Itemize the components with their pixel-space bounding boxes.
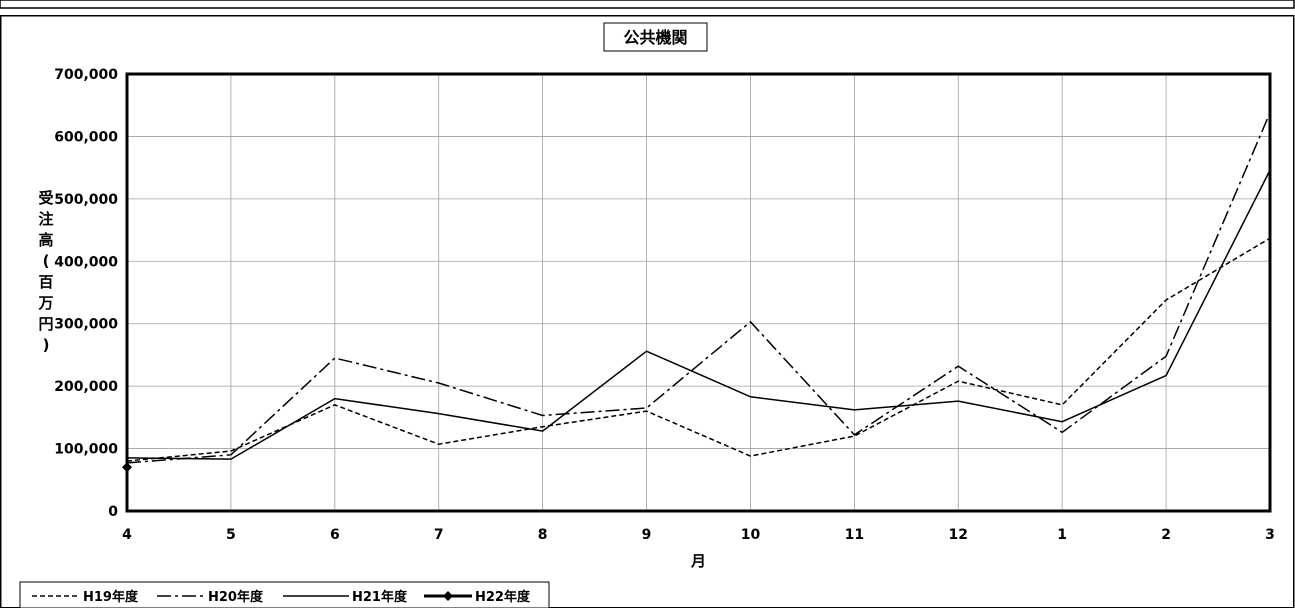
- series-line: [126, 169, 1271, 460]
- top-panel-edge: [0, 0, 1295, 9]
- y-axis-title-char: 高: [38, 231, 53, 249]
- y-axis-title-char: 百: [38, 273, 53, 291]
- y-tick-label: 400,000: [54, 254, 118, 270]
- x-tick-label: 2: [1161, 527, 1171, 543]
- y-tick-label: 200,000: [54, 379, 118, 395]
- chart-title-box: [603, 22, 708, 52]
- series-lines: [122, 112, 1271, 473]
- x-tick-label: 5: [226, 527, 236, 543]
- y-tick-label: 500,000: [54, 192, 118, 208]
- y-axis-title-char: ): [43, 336, 50, 354]
- legend: H19年度 H20年度 H21年度 H22年度: [32, 589, 531, 605]
- x-tick-label: 6: [330, 527, 340, 543]
- legend-marker: [443, 591, 453, 601]
- x-tick-label: 9: [642, 527, 652, 543]
- y-axis-title-char: 注: [38, 210, 53, 228]
- x-tick-label: 12: [949, 527, 968, 543]
- y-axis-title-char: 円: [38, 315, 53, 333]
- x-tick-label: 3: [1265, 527, 1275, 543]
- x-tick-label: 1: [1057, 527, 1067, 543]
- y-axis-title-char: 受: [38, 189, 53, 207]
- y-axis-title-char: 万: [37, 294, 53, 312]
- chart-area-border: [0, 15, 1295, 608]
- series-line: [126, 237, 1271, 462]
- x-axis-title: 月: [690, 552, 706, 570]
- legend-label: H21年度: [352, 589, 408, 605]
- legend-label: H22年度: [475, 589, 531, 605]
- y-axis-title-char: (: [43, 252, 50, 270]
- legend-label: H19年度: [83, 589, 139, 605]
- legend-label: H20年度: [208, 589, 264, 605]
- y-tick-label: 0: [108, 504, 118, 520]
- x-tick-labels: 4 5 6 7 8 9 10 11 12 1 2 3: [122, 527, 1275, 543]
- y-tick-label: 600,000: [54, 129, 118, 145]
- x-tick-label: 10: [741, 527, 761, 543]
- x-tick-label: 4: [122, 527, 132, 543]
- x-tick-label: 8: [538, 527, 548, 543]
- plot-area-border: [125, 72, 1272, 513]
- x-tick-label: 7: [434, 527, 444, 543]
- y-tick-label: 300,000: [54, 317, 118, 333]
- gridlines: [127, 74, 1270, 511]
- y-axis-title: 受注高 ( 百万円): [37, 189, 53, 354]
- y-tick-label: 700,000: [54, 67, 118, 83]
- series-line: [126, 112, 1271, 464]
- y-tick-label: 100,000: [54, 442, 118, 458]
- y-tick-labels: 0 100,000 200,000 300,000 400,000 500,000 600,…: [54, 67, 118, 520]
- x-tick-label: 11: [845, 527, 864, 543]
- chart-title: 公共機関: [623, 28, 687, 47]
